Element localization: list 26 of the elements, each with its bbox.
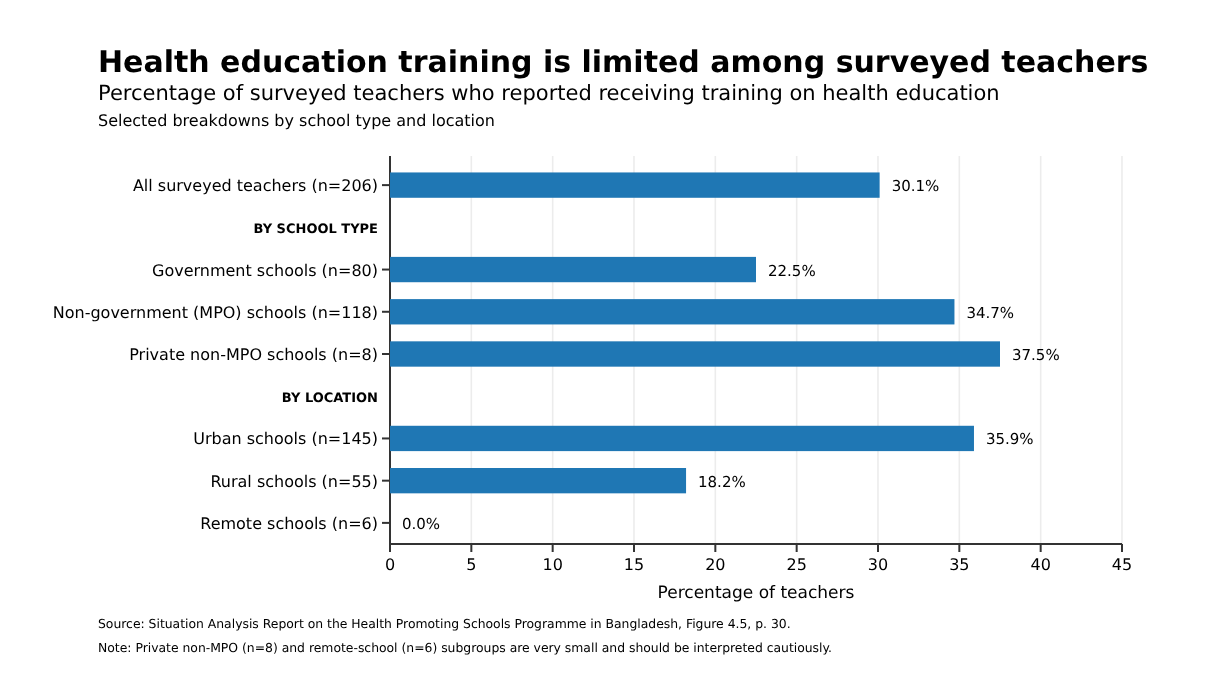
y-tick-label: Rural schools (n=55) xyxy=(210,472,378,491)
y-tick-label: Non-government (MPO) schools (n=118) xyxy=(52,303,378,322)
x-tick-label: 0 xyxy=(384,556,396,574)
bar xyxy=(390,425,974,452)
bar xyxy=(390,341,1000,367)
y-tick-label: Private non-MPO schools (n=8) xyxy=(129,346,378,364)
y-tick-label: All surveyed teachers (n=206) xyxy=(132,177,378,196)
x-tick-label: 25 xyxy=(786,556,807,574)
bar xyxy=(390,299,955,325)
bar xyxy=(390,468,687,494)
x-axis-title: Percentage of teachers xyxy=(657,584,856,604)
bar xyxy=(390,172,880,198)
y-tick-label: Government schools (n=80) xyxy=(152,261,378,280)
y-tick-label: Urban schools (n=145) xyxy=(193,430,378,449)
chart-title: Health education training is limited among surveyed teachers xyxy=(98,44,1149,80)
x-tick-label: 40 xyxy=(1030,556,1051,574)
x-tick-label: 10 xyxy=(542,556,563,574)
x-tick-label: 20 xyxy=(705,556,726,574)
x-tick-label: 35 xyxy=(949,556,970,574)
x-tick-label: 45 xyxy=(1111,556,1133,574)
x-tick-label: 15 xyxy=(623,556,645,574)
x-tick-label: 30 xyxy=(867,556,889,574)
chart-subtitle: Percentage of surveyed teachers who reported receiving training on health education Selected breakdowns by school type and location xyxy=(98,82,1000,130)
bar xyxy=(390,256,756,283)
x-tick-label: 5 xyxy=(466,556,477,574)
y-tick-label: Remote schools (n=6) xyxy=(200,514,378,533)
